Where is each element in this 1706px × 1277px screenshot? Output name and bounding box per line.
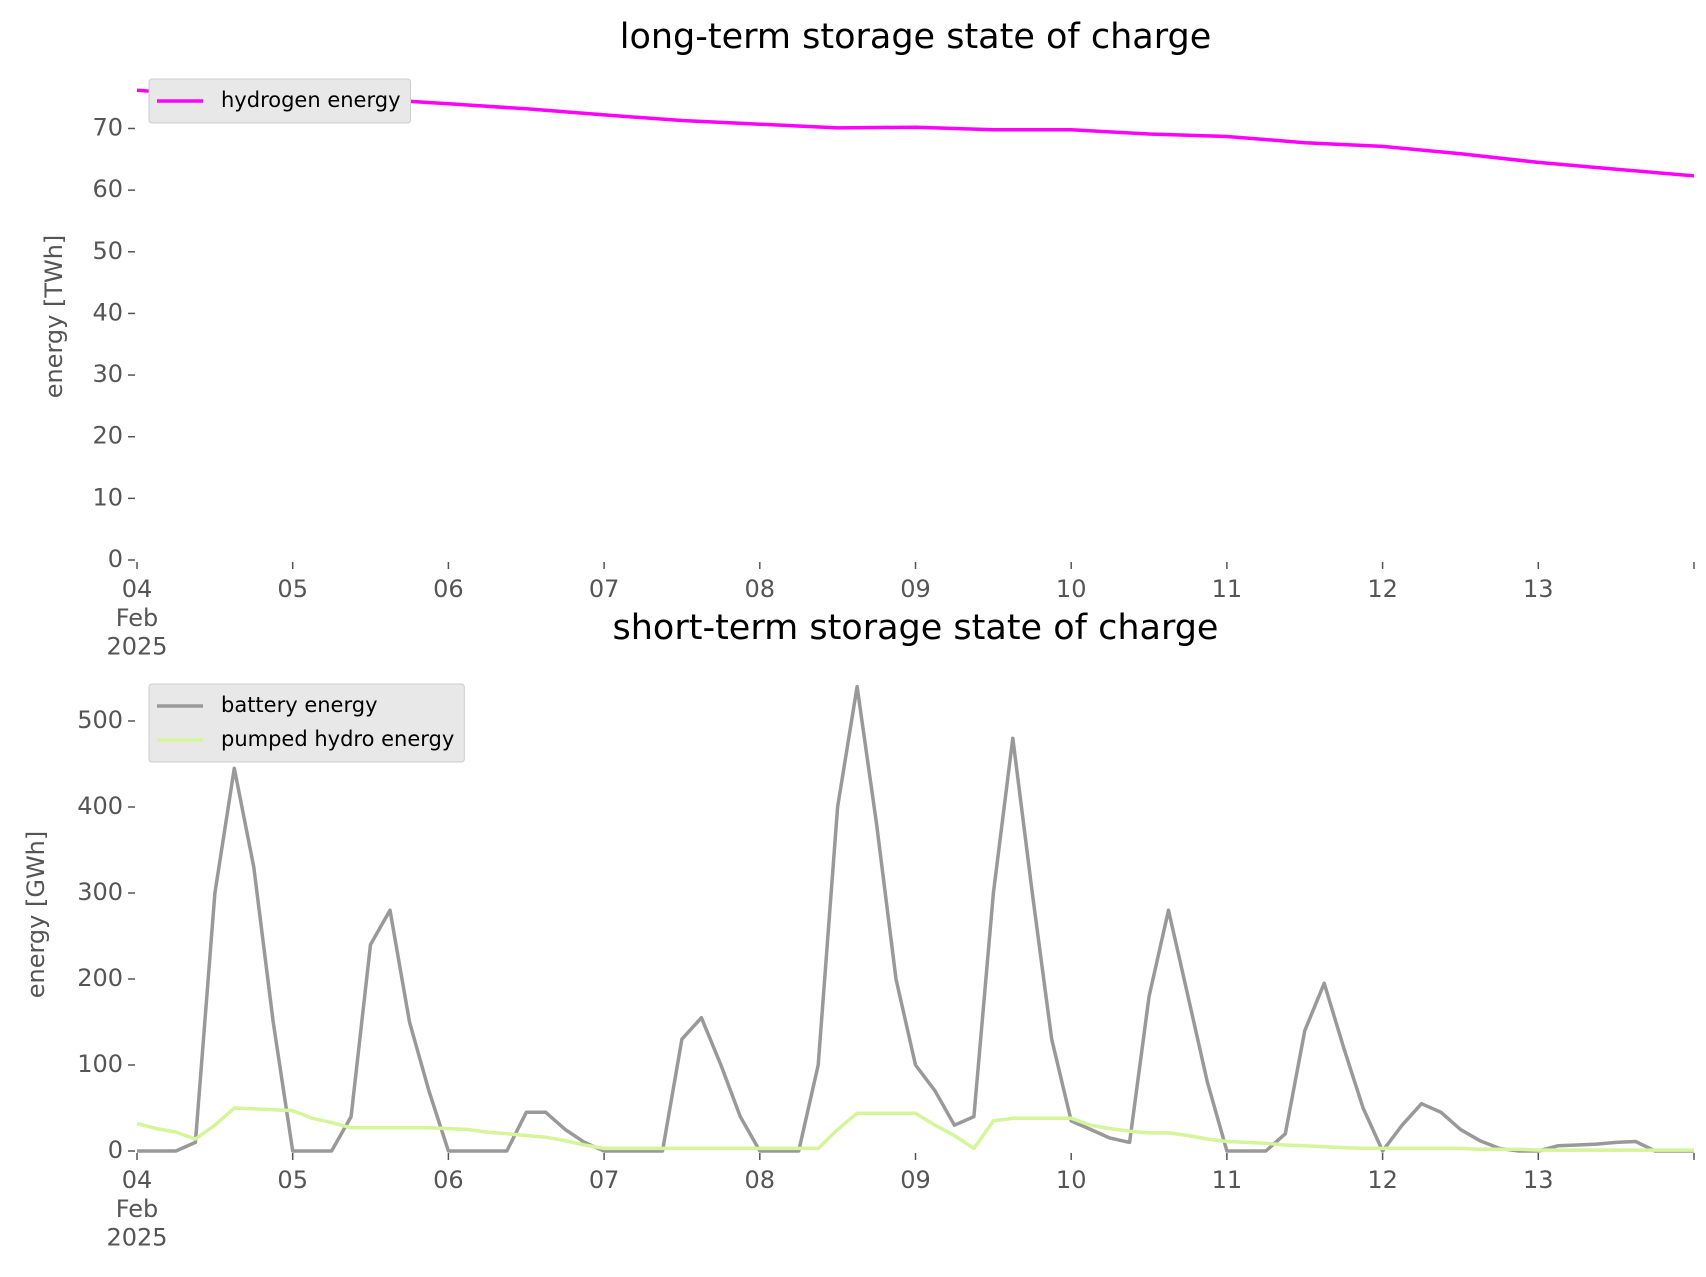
series-line (137, 684, 1694, 1153)
legend: hydrogen energy (148, 78, 411, 124)
x-tick-label: 07 (589, 1166, 620, 1194)
x-tick-label: 05 (277, 1166, 308, 1194)
y-tick-label: 50 (92, 237, 123, 265)
x-tick-label: 13 (1523, 1166, 1554, 1194)
y-tick-label: 0 (108, 1136, 123, 1164)
series-line (136, 1106, 1694, 1152)
x-tick-label: 05 (277, 575, 308, 603)
y-axis-label: energy [GWh] (22, 831, 50, 999)
x-tick-label: 06 (433, 1166, 464, 1194)
y-tick-label: 300 (77, 878, 123, 906)
y-tick-label: 200 (77, 964, 123, 992)
y-tick-label: 60 (92, 175, 123, 203)
y-tick-label: 30 (92, 360, 123, 388)
x-tick-label: 13 (1523, 575, 1554, 603)
x-tick-label: 12 (1367, 575, 1398, 603)
legend-label: battery energy (221, 693, 378, 717)
legend-label: pumped hydro energy (221, 727, 454, 751)
x-tick-label: 08 (745, 575, 776, 603)
x-tick-label: 10 (1056, 575, 1087, 603)
chart-title: long-term storage state of charge (620, 17, 1212, 57)
legend-box (148, 683, 465, 763)
x-tick-label: 06 (433, 575, 464, 603)
x-tick-label: 12 (1367, 1166, 1398, 1194)
y-tick-label: 500 (77, 706, 123, 734)
y-tick-label: 20 (92, 422, 123, 450)
legend-box (148, 78, 411, 124)
y-tick-label: 100 (77, 1050, 123, 1078)
x-tick-label: 08 (745, 1166, 776, 1194)
y-axis-label: energy [TWh] (40, 235, 68, 399)
x-tick-label: 09 (900, 1166, 931, 1194)
y-tick-label: 0 (108, 545, 123, 573)
y-tick-label: 10 (92, 483, 123, 511)
x-tick-label: 04 Feb 2025 (106, 575, 167, 661)
x-tick-label: 11 (1212, 575, 1243, 603)
x-tick-label: 09 (900, 575, 931, 603)
y-tick-label: 400 (77, 792, 123, 820)
legend: battery energy pumped hydro energy (148, 683, 465, 763)
legend-label: hydrogen energy (221, 88, 401, 112)
x-tick-label: 07 (589, 575, 620, 603)
chart-title: short-term storage state of charge (613, 608, 1219, 648)
y-tick-label: 70 (92, 113, 123, 141)
y-tick-label: 40 (92, 298, 123, 326)
x-tick-label: 04 Feb 2025 (106, 1166, 167, 1252)
x-tick-label: 11 (1212, 1166, 1243, 1194)
x-tick-label: 10 (1056, 1166, 1087, 1194)
